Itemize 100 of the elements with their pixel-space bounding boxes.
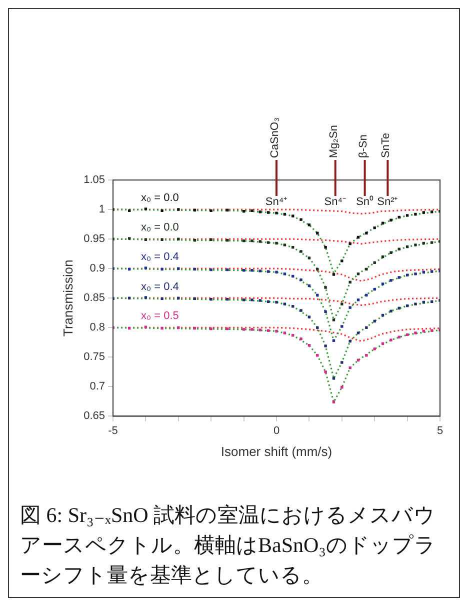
point [283,302,286,306]
point [300,309,302,312]
x-tick-label: -5 [108,424,118,437]
point [430,270,434,273]
point [340,361,344,364]
point [275,212,278,214]
point [226,298,229,301]
point [324,310,327,314]
point [414,244,417,246]
point [414,332,417,334]
point [348,366,352,370]
point [300,218,302,221]
point [365,354,368,357]
y-tick-label: 0.75 [84,351,106,364]
x-tick-label: 0 [273,424,280,437]
point [365,268,368,271]
point [390,310,392,312]
point [348,242,352,246]
point [332,400,336,404]
point [340,325,344,328]
point [250,328,254,331]
point [250,209,254,212]
series-label: x₀ = 0.4 [141,281,179,294]
point [365,294,368,296]
point [348,340,352,343]
point [226,327,229,330]
caption: 図 6: Sr₃₋ₓSnO 試料の室温におけるメスバウアースペクトル。横軸はBaSnO₃のドップラーシフト量を基準としている。 [20,502,437,589]
y-axis-title: Transmission [60,260,76,337]
point [177,238,180,240]
point [414,212,417,216]
y-tick-label: 0.7 [90,380,106,393]
point [283,244,286,246]
point [258,240,262,243]
point [266,270,270,273]
point [275,242,278,245]
point [250,298,254,302]
point [292,214,294,218]
point [406,274,409,276]
point [160,326,164,330]
y-tick-label: 0.8 [90,322,106,334]
point [300,338,302,340]
point [365,326,368,329]
point [250,239,254,242]
series-label: x₀ = 0.4 [141,251,179,264]
point [332,318,336,322]
series-label: x₀ = 0.0 [141,192,179,204]
point [258,270,262,272]
point [332,377,336,380]
point [356,332,360,334]
annotation: Sn⁴⁻ [324,196,346,208]
point [275,270,278,274]
point [266,329,270,332]
point [258,328,262,332]
point [266,211,270,214]
point [177,208,180,211]
ref-line-label: β-Sn [357,134,370,158]
annotation: Sn⁰ [356,195,374,208]
point [390,338,392,342]
point [398,276,400,279]
series-label: x₀ = 0.0 [141,222,179,234]
point [160,297,164,300]
point [381,342,384,345]
point [144,326,148,328]
point [422,211,425,214]
point [226,268,229,272]
ref-line-label: CaSnO₃ [269,117,282,158]
point [160,209,164,212]
point [258,299,262,302]
series-label: x₀ = 0.5 [141,310,179,322]
point [340,302,344,306]
point [283,332,286,334]
point [250,269,254,272]
ref-line-label: SnTe [380,132,392,158]
annotation: Sn²⁺ [377,196,398,208]
point [390,251,392,254]
point [365,232,368,234]
point [348,280,352,284]
point [332,273,336,276]
annotation: Sn⁴⁺ [265,196,288,208]
point [324,246,327,249]
point [144,208,148,210]
point [348,306,352,309]
point [430,241,434,244]
point [144,296,148,299]
point [381,282,384,286]
y-tick-label: 1 [98,204,106,216]
point [275,300,278,304]
point [324,370,327,374]
point [300,278,302,282]
point [160,238,164,241]
point [275,330,278,333]
point [390,279,392,282]
point [160,268,164,271]
point [398,336,400,338]
point [226,238,229,242]
point [128,237,131,240]
point [414,272,417,276]
point [226,208,229,212]
x-tick-label: 5 [436,424,444,437]
point [177,267,180,270]
